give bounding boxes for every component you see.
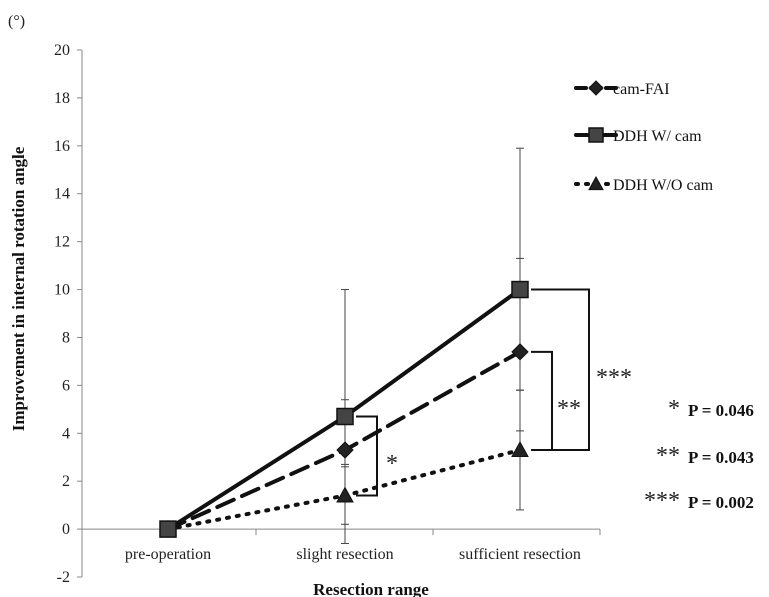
significance-stars: * <box>386 451 398 477</box>
pvalue-stars: *** <box>644 488 680 514</box>
significance-stars: *** <box>596 365 632 391</box>
diamond-marker <box>336 441 354 459</box>
pvalue-stars: * <box>668 396 680 422</box>
diamond-marker <box>511 343 529 361</box>
y-tick-label: 6 <box>62 377 70 394</box>
diamond-marker <box>588 80 604 96</box>
x-tick-label: pre-operation <box>125 546 211 563</box>
legend-label: DDH W/O cam <box>613 177 714 194</box>
y-tick-label: 14 <box>54 186 70 203</box>
x-axis-title: Resection range <box>313 580 429 597</box>
pvalue-text: P = 0.043 <box>688 448 754 467</box>
y-tick-label: 4 <box>62 425 70 442</box>
markers <box>159 280 529 538</box>
significance-stars: ** <box>557 396 581 422</box>
significance-bracket <box>356 415 378 497</box>
pvalue-text: P = 0.002 <box>688 493 754 512</box>
significance-bracket <box>531 288 590 452</box>
triangle-marker <box>336 486 354 503</box>
unit-label: (°) <box>8 13 25 30</box>
square-marker <box>336 407 354 426</box>
triangle-marker <box>588 175 604 191</box>
x-tick-label: slight resection <box>296 546 393 563</box>
pvalue-text: P = 0.046 <box>688 401 754 420</box>
error-bars <box>341 147 524 544</box>
y-tick-label: -2 <box>57 569 70 586</box>
y-tick-label: 0 <box>62 521 70 538</box>
significance-brackets: ****** <box>356 288 632 497</box>
pvalue-stars: ** <box>656 443 680 469</box>
y-tick-label: 20 <box>54 42 70 59</box>
y-tick-label: 16 <box>54 138 70 155</box>
y-tick-label: 8 <box>62 329 70 346</box>
legend-label: DDH W/ cam <box>613 128 702 145</box>
x-tick-label: sufficient resection <box>459 546 581 563</box>
y-tick-label: 10 <box>54 282 70 299</box>
y-ticks: -2 0 2 4 6 8 10 12 14 16 18 20 <box>54 42 82 586</box>
legend-label: cam-FAI <box>613 81 670 98</box>
p-values: * P = 0.046 ** P = 0.043 *** P = 0.002 <box>644 396 754 514</box>
square-marker <box>588 127 604 143</box>
square-marker <box>159 520 177 538</box>
series-line-cam-fai <box>166 349 522 532</box>
y-tick-label: 12 <box>54 234 70 251</box>
triangle-marker <box>511 441 529 457</box>
x-ticks: pre-operation slight resection sufficient … <box>81 529 601 563</box>
y-axis-title: Improvement in internal rotation angle <box>9 146 28 431</box>
significance-bracket <box>531 350 553 452</box>
legend: cam-FAI DDH W/ cam DDH W/O cam <box>574 80 714 194</box>
y-tick-label: 2 <box>62 473 70 490</box>
square-marker <box>511 280 529 299</box>
y-tick-label: 18 <box>54 90 70 107</box>
